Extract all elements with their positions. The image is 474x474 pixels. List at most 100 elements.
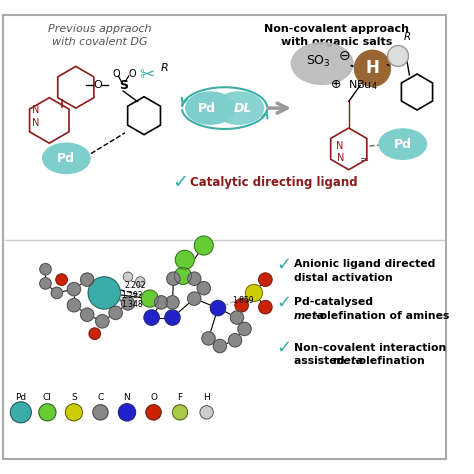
Circle shape (238, 322, 251, 336)
Circle shape (174, 267, 191, 284)
Circle shape (40, 278, 51, 289)
Circle shape (194, 236, 213, 255)
Ellipse shape (186, 92, 235, 124)
Text: N: N (337, 154, 345, 164)
Circle shape (81, 308, 94, 321)
Circle shape (81, 273, 94, 286)
Text: S: S (71, 392, 77, 401)
Circle shape (40, 264, 51, 275)
Circle shape (167, 272, 180, 285)
Text: 1.859: 1.859 (232, 296, 254, 305)
Text: Anionic ligand directed: Anionic ligand directed (294, 259, 435, 270)
Text: R: R (161, 63, 169, 73)
Text: O: O (93, 81, 102, 91)
Circle shape (136, 277, 145, 286)
Circle shape (259, 301, 272, 314)
Text: 1.292: 1.292 (121, 291, 143, 300)
Ellipse shape (214, 92, 264, 124)
Circle shape (121, 297, 135, 310)
Text: Pd: Pd (198, 101, 216, 115)
Ellipse shape (292, 43, 353, 84)
Text: F: F (177, 392, 182, 401)
Text: Cl: Cl (43, 392, 52, 401)
Text: Pd-catalysed: Pd-catalysed (294, 297, 373, 308)
Circle shape (146, 405, 161, 420)
Text: Catalytic directing ligand: Catalytic directing ligand (190, 176, 357, 190)
Circle shape (39, 404, 56, 421)
Text: NBu$_4$: NBu$_4$ (348, 79, 377, 92)
Circle shape (235, 299, 248, 312)
Text: N: N (124, 392, 130, 401)
FancyBboxPatch shape (3, 15, 447, 459)
Circle shape (228, 334, 242, 347)
Text: Previous appraoch
with covalent DG: Previous appraoch with covalent DG (48, 24, 151, 47)
Text: S: S (118, 79, 128, 92)
Circle shape (51, 287, 63, 299)
Text: N: N (336, 141, 343, 151)
Circle shape (10, 402, 31, 423)
Circle shape (200, 406, 213, 419)
Circle shape (210, 301, 226, 316)
Ellipse shape (43, 143, 90, 173)
Text: DL: DL (233, 101, 252, 115)
Circle shape (93, 405, 108, 420)
Circle shape (65, 404, 82, 421)
Circle shape (230, 311, 244, 324)
Circle shape (67, 283, 81, 296)
Text: distal activation: distal activation (294, 273, 392, 283)
Text: C: C (97, 392, 104, 401)
Text: O: O (150, 392, 157, 401)
Circle shape (259, 273, 272, 286)
Circle shape (175, 250, 194, 269)
Circle shape (96, 315, 109, 328)
Text: Pd: Pd (15, 392, 27, 401)
Circle shape (141, 290, 158, 307)
Circle shape (89, 328, 100, 339)
Circle shape (109, 306, 122, 319)
Text: -olefination: -olefination (354, 356, 425, 366)
Circle shape (355, 50, 391, 86)
Text: N: N (32, 105, 40, 115)
Circle shape (388, 46, 409, 66)
Text: O: O (113, 69, 120, 79)
Text: meta: meta (294, 310, 325, 320)
Ellipse shape (379, 129, 427, 159)
Text: R: R (404, 32, 411, 42)
Text: =: = (360, 155, 370, 165)
Text: O: O (129, 69, 137, 79)
Circle shape (246, 284, 263, 301)
Text: Non-covalent interaction: Non-covalent interaction (294, 343, 446, 353)
Text: Pd: Pd (394, 137, 412, 151)
Text: ✓: ✓ (277, 339, 292, 357)
Text: ⊖: ⊖ (339, 49, 351, 63)
Text: assisted: assisted (294, 356, 348, 366)
Circle shape (202, 332, 215, 345)
Circle shape (188, 292, 201, 305)
Circle shape (213, 339, 227, 353)
Text: 2.202: 2.202 (124, 281, 146, 290)
Text: ✓: ✓ (277, 255, 292, 273)
Circle shape (56, 274, 67, 285)
Circle shape (166, 296, 179, 309)
Circle shape (88, 277, 120, 309)
Text: ✓: ✓ (173, 173, 189, 192)
Circle shape (123, 272, 133, 282)
Circle shape (188, 272, 201, 285)
Circle shape (118, 404, 136, 421)
Text: meta: meta (333, 356, 365, 366)
Text: 1.348: 1.348 (121, 300, 143, 309)
Text: N: N (32, 118, 40, 128)
Text: -olefination of amines: -olefination of amines (315, 310, 449, 320)
Circle shape (165, 310, 180, 325)
Circle shape (67, 299, 81, 312)
Text: SO$_3$: SO$_3$ (306, 54, 331, 69)
Circle shape (155, 296, 168, 309)
Text: ✓: ✓ (277, 293, 292, 311)
Text: ✂: ✂ (139, 66, 155, 84)
Text: H: H (365, 59, 379, 77)
Text: ⊕: ⊕ (331, 78, 342, 91)
Text: Pd: Pd (57, 152, 75, 165)
Text: H: H (203, 392, 210, 401)
Text: Non-covalent approach
with organic salts: Non-covalent approach with organic salts (264, 24, 409, 47)
Circle shape (144, 310, 159, 325)
